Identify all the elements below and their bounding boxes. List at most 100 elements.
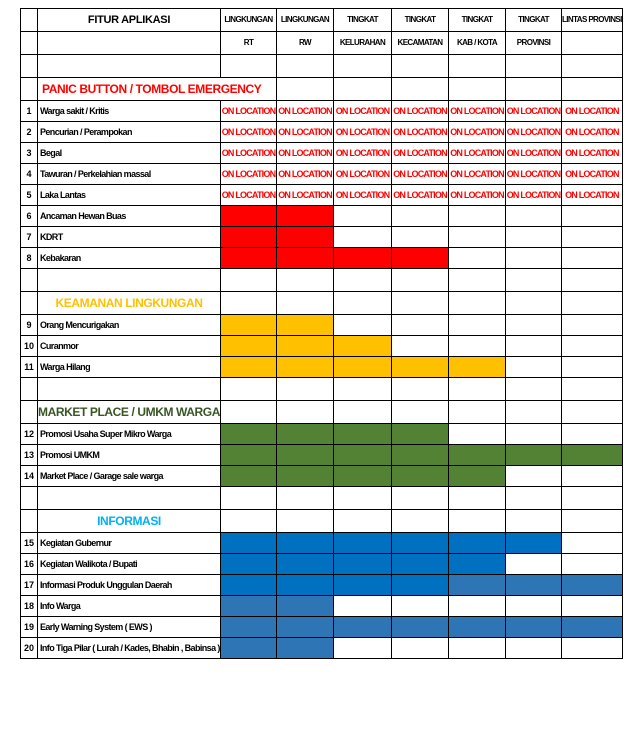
blank-cell	[20, 377, 38, 401]
on-location-cell: ON LOCATION	[276, 100, 334, 122]
level-cell	[391, 637, 449, 659]
row-feature-name: Laka Lantas	[37, 184, 221, 206]
coverage-fill-cell	[333, 423, 392, 445]
coverage-fill-cell	[391, 356, 449, 378]
coverage-fill-cell	[276, 247, 334, 269]
coverage-fill-cell	[220, 465, 277, 487]
level-cell	[333, 314, 392, 336]
blank-cell	[561, 509, 623, 533]
header-level-line2: KAB / KOTA	[448, 31, 506, 55]
header-level-line2: RW	[276, 31, 334, 55]
on-location-cell: ON LOCATION	[561, 163, 623, 185]
on-location-cell: ON LOCATION	[448, 142, 506, 164]
spacer-row	[20, 54, 623, 78]
coverage-fill-cell	[220, 574, 277, 596]
blank-cell	[20, 77, 38, 101]
table-row: 11 Warga Hilang	[20, 356, 623, 378]
table-row: 1 Warga sakit / Kritis ON LOCATION ON LOCAT…	[20, 100, 623, 122]
blank-cell	[391, 77, 449, 101]
coverage-fill-cell	[276, 465, 334, 487]
coverage-fill-cell	[391, 247, 449, 269]
header-level-line1: TINGKAT	[391, 8, 449, 32]
level-cell	[505, 465, 562, 487]
row-number: 2	[20, 121, 38, 143]
on-location-cell: ON LOCATION	[333, 142, 392, 164]
level-cell	[391, 335, 449, 357]
coverage-fill-cell	[220, 616, 277, 638]
table-row: 14 Market Place / Garage sale warga	[20, 465, 623, 487]
blank-cell	[561, 54, 623, 78]
on-location-cell: ON LOCATION	[561, 142, 623, 164]
header-level-line1: LINTAS PROVINSI	[561, 8, 623, 32]
blank-cell	[333, 486, 392, 510]
blank-cell	[505, 291, 562, 315]
table-row: 18 Info Warga	[20, 595, 623, 617]
row-feature-name: Warga sakit / Kritis	[37, 100, 221, 122]
row-feature-name: Informasi Produk Unggulan Daerah	[37, 574, 221, 596]
blank-cell	[448, 291, 506, 315]
row-number: 7	[20, 226, 38, 248]
blank-cell	[276, 486, 334, 510]
coverage-fill-cell	[220, 247, 277, 269]
row-feature-name: KDRT	[37, 226, 221, 248]
blank-cell	[505, 400, 562, 424]
section-title: INFORMASI	[37, 509, 221, 533]
level-cell	[333, 226, 392, 248]
row-feature-name: Ancaman Hewan Buas	[37, 205, 221, 227]
header-level-line1: LINGKUNGAN	[276, 8, 334, 32]
blank-cell	[276, 268, 334, 292]
coverage-fill-cell	[220, 314, 277, 336]
blank-cell	[391, 486, 449, 510]
row-number: 16	[20, 553, 38, 575]
blank-cell	[448, 54, 506, 78]
level-cell	[561, 247, 623, 269]
level-cell	[333, 595, 392, 617]
blank-cell	[333, 400, 392, 424]
level-cell	[448, 595, 506, 617]
section-title-row: INFORMASI	[20, 509, 623, 533]
header-row-1: FITUR APLIKASI LINGKUNGAN LINGKUNGAN TINGKA…	[20, 8, 623, 32]
on-location-cell: ON LOCATION	[505, 163, 562, 185]
table-row: 10 Curanmor	[20, 335, 623, 357]
coverage-fill-cell	[276, 205, 334, 227]
on-location-cell: ON LOCATION	[220, 163, 277, 185]
coverage-fill-cell	[391, 532, 449, 554]
level-cell	[448, 247, 506, 269]
on-location-cell: ON LOCATION	[276, 184, 334, 206]
on-location-cell: ON LOCATION	[220, 121, 277, 143]
spacer-row	[20, 268, 623, 292]
blank-cell	[20, 509, 38, 533]
row-feature-name: Promosi Usaha Super Mikro Warga	[37, 423, 221, 445]
coverage-fill-cell	[561, 616, 623, 638]
row-feature-name: Promosi UMKM	[37, 444, 221, 466]
level-cell	[505, 595, 562, 617]
coverage-fill-cell	[276, 314, 334, 336]
on-location-cell: ON LOCATION	[333, 121, 392, 143]
blank-cell	[505, 77, 562, 101]
header-level-line2	[561, 31, 623, 55]
coverage-fill-cell	[391, 465, 449, 487]
level-cell	[561, 532, 623, 554]
table-row: 12 Promosi Usaha Super Mikro Warga	[20, 423, 623, 445]
coverage-fill-cell	[561, 574, 623, 596]
blank-cell	[505, 486, 562, 510]
on-location-cell: ON LOCATION	[505, 142, 562, 164]
coverage-fill-cell	[333, 553, 392, 575]
coverage-fill-cell	[448, 465, 506, 487]
table-row: 4 Tawuran / Perkelahian massal ON LOCATION…	[20, 163, 623, 185]
row-number: 19	[20, 616, 38, 638]
coverage-fill-cell	[276, 356, 334, 378]
level-cell	[561, 423, 623, 445]
row-number: 15	[20, 532, 38, 554]
coverage-fill-cell	[220, 423, 277, 445]
level-cell	[391, 226, 449, 248]
blank-cell	[333, 77, 392, 101]
blank-cell	[448, 509, 506, 533]
spacer-row	[20, 486, 623, 510]
header-level-line2: KELURAHAN	[333, 31, 392, 55]
level-cell	[391, 595, 449, 617]
row-feature-name: Market Place / Garage sale warga	[37, 465, 221, 487]
blank-cell	[37, 268, 221, 292]
coverage-fill-cell	[505, 444, 562, 466]
coverage-fill-cell	[391, 553, 449, 575]
